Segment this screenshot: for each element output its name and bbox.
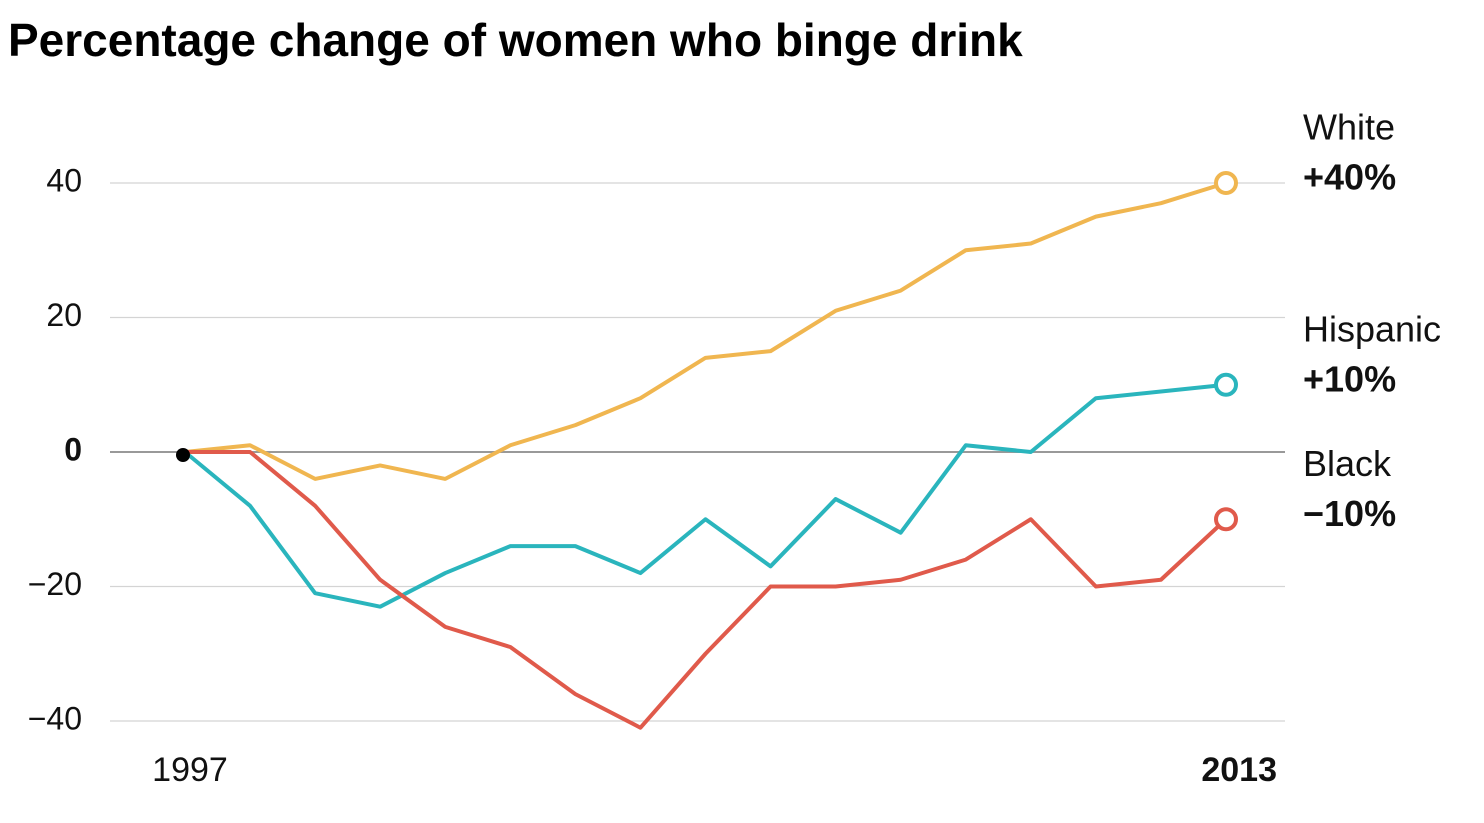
legend-label: Hispanic <box>1303 308 1441 349</box>
x-tick-label: 2013 <box>1201 751 1277 789</box>
y-tick-label: 20 <box>46 297 82 333</box>
series-line <box>183 382 1227 609</box>
end-value-label: +10% <box>1303 358 1396 399</box>
end-marker <box>1214 507 1238 532</box>
lines: White +40% Hispanic +10% Black −10% <box>176 107 1441 730</box>
x-tick-label: 1997 <box>152 751 228 789</box>
end-marker <box>1214 372 1238 397</box>
grid: −40 −20 0 20 40 1997 2013 <box>28 162 1285 789</box>
series-line <box>184 181 1227 481</box>
legend-label: Black <box>1303 443 1392 484</box>
end-value-label: −10% <box>1303 493 1396 534</box>
end-marker <box>1214 171 1238 195</box>
chart-title: Percentage change of women who binge dri… <box>8 14 1023 66</box>
y-tick-label: 40 <box>46 162 82 198</box>
y-tick-label: 0 <box>64 431 82 467</box>
series-line <box>185 450 1228 730</box>
end-value-label: +40% <box>1303 157 1396 198</box>
y-tick-label: −20 <box>28 566 82 602</box>
legend-label: White <box>1303 107 1395 148</box>
origin-dot <box>176 448 190 462</box>
y-tick-label: −40 <box>28 700 82 736</box>
